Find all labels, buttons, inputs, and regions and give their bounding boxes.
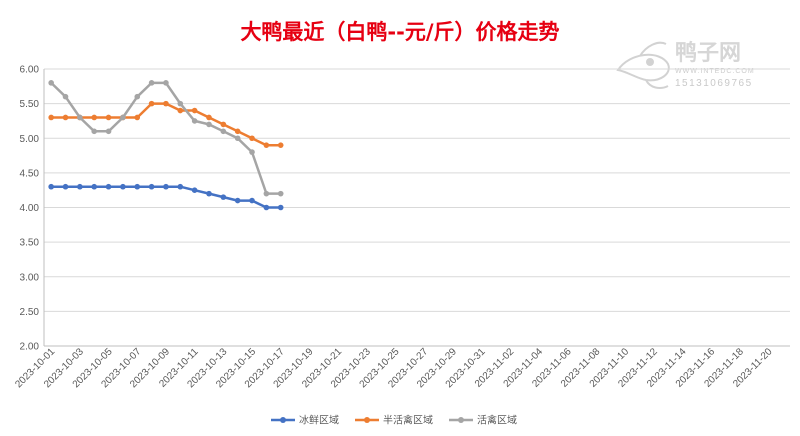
data-point bbox=[220, 194, 227, 200]
data-point bbox=[91, 128, 98, 135]
data-point bbox=[263, 204, 270, 211]
data-point bbox=[234, 197, 241, 204]
data-point bbox=[163, 100, 169, 107]
data-point bbox=[62, 93, 69, 100]
data-point bbox=[105, 128, 112, 135]
data-point bbox=[62, 183, 69, 190]
series-3 bbox=[48, 80, 284, 197]
data-point bbox=[249, 135, 255, 142]
y-tick-label: 3.50 bbox=[20, 238, 40, 249]
series-2 bbox=[48, 100, 284, 148]
data-point bbox=[148, 80, 155, 86]
data-point bbox=[277, 204, 284, 211]
watermark-site: WWW.INTEDC.COM bbox=[675, 68, 755, 75]
legend-item: 活禽区域 bbox=[449, 414, 517, 427]
legend: 冰鲜区域 半活禽区域 活禽区域 bbox=[271, 414, 517, 427]
data-point bbox=[220, 121, 227, 128]
data-point bbox=[105, 183, 112, 190]
watermark: 鸭子网 WWW.INTEDC.COM 15131069765 bbox=[616, 40, 755, 89]
data-point bbox=[163, 183, 169, 190]
y-tick-label: 2.50 bbox=[20, 307, 40, 318]
data-point bbox=[206, 114, 212, 121]
data-point bbox=[206, 121, 212, 128]
y-tick-label: 4.50 bbox=[20, 168, 40, 179]
series-lines bbox=[48, 80, 284, 211]
legend-marker bbox=[364, 417, 370, 423]
x-axis: 2023-10-012023-10-032023-10-052023-10-07… bbox=[13, 345, 790, 390]
data-point bbox=[134, 114, 141, 121]
data-point bbox=[77, 114, 83, 121]
y-tick-label: 5.50 bbox=[20, 99, 40, 110]
series-line bbox=[51, 185, 281, 209]
data-point bbox=[177, 107, 184, 114]
data-point bbox=[177, 183, 184, 190]
data-point bbox=[105, 114, 112, 121]
data-point bbox=[134, 183, 141, 190]
y-tick-label: 2.00 bbox=[20, 342, 40, 353]
y-tick-label: 3.00 bbox=[20, 272, 40, 283]
data-point bbox=[48, 80, 54, 86]
data-point bbox=[77, 183, 83, 190]
watermark-brand: 鸭子网 bbox=[675, 40, 741, 66]
duck-logo-icon bbox=[616, 41, 670, 89]
data-point bbox=[48, 183, 54, 190]
data-point bbox=[62, 114, 69, 121]
data-point bbox=[263, 142, 270, 148]
data-point bbox=[191, 118, 198, 124]
y-axis: 6.00 5.50 5.00 4.50 4.00 3.50 3.00 2.50 2.00 bbox=[20, 65, 45, 353]
data-point bbox=[48, 114, 54, 121]
data-point bbox=[177, 100, 184, 107]
y-tick-label: 6.00 bbox=[20, 65, 40, 76]
data-point bbox=[249, 197, 255, 204]
y-tick-label: 5.00 bbox=[20, 134, 40, 145]
data-point bbox=[277, 142, 284, 148]
series-1 bbox=[48, 183, 284, 211]
data-point bbox=[277, 190, 284, 197]
data-point bbox=[191, 107, 198, 114]
legend-marker bbox=[280, 417, 286, 423]
legend-item: 半活禽区域 bbox=[355, 414, 433, 427]
data-point bbox=[91, 114, 98, 121]
data-point bbox=[249, 149, 255, 155]
gridlines bbox=[44, 68, 790, 347]
data-point bbox=[206, 190, 212, 197]
data-point bbox=[91, 183, 98, 190]
legend-marker bbox=[458, 417, 464, 423]
data-point bbox=[120, 183, 126, 190]
y-tick-label: 4.00 bbox=[20, 203, 40, 214]
data-point bbox=[191, 187, 198, 193]
legend-label: 活禽区域 bbox=[477, 414, 517, 427]
data-point bbox=[148, 183, 155, 190]
data-point bbox=[220, 128, 227, 135]
legend-label: 半活禽区域 bbox=[383, 414, 433, 427]
legend-item: 冰鲜区域 bbox=[271, 414, 339, 427]
data-point bbox=[234, 128, 241, 135]
watermark-phone: 15131069765 bbox=[675, 78, 753, 89]
data-point bbox=[148, 100, 155, 107]
data-point bbox=[120, 114, 126, 121]
data-point bbox=[134, 93, 141, 100]
data-point bbox=[234, 135, 241, 142]
data-point bbox=[163, 80, 169, 86]
chart-title: 大鸭最近（白鸭--元/斤）价格走势 bbox=[240, 20, 559, 44]
legend-label: 冰鲜区域 bbox=[299, 414, 339, 427]
data-point bbox=[263, 190, 270, 197]
